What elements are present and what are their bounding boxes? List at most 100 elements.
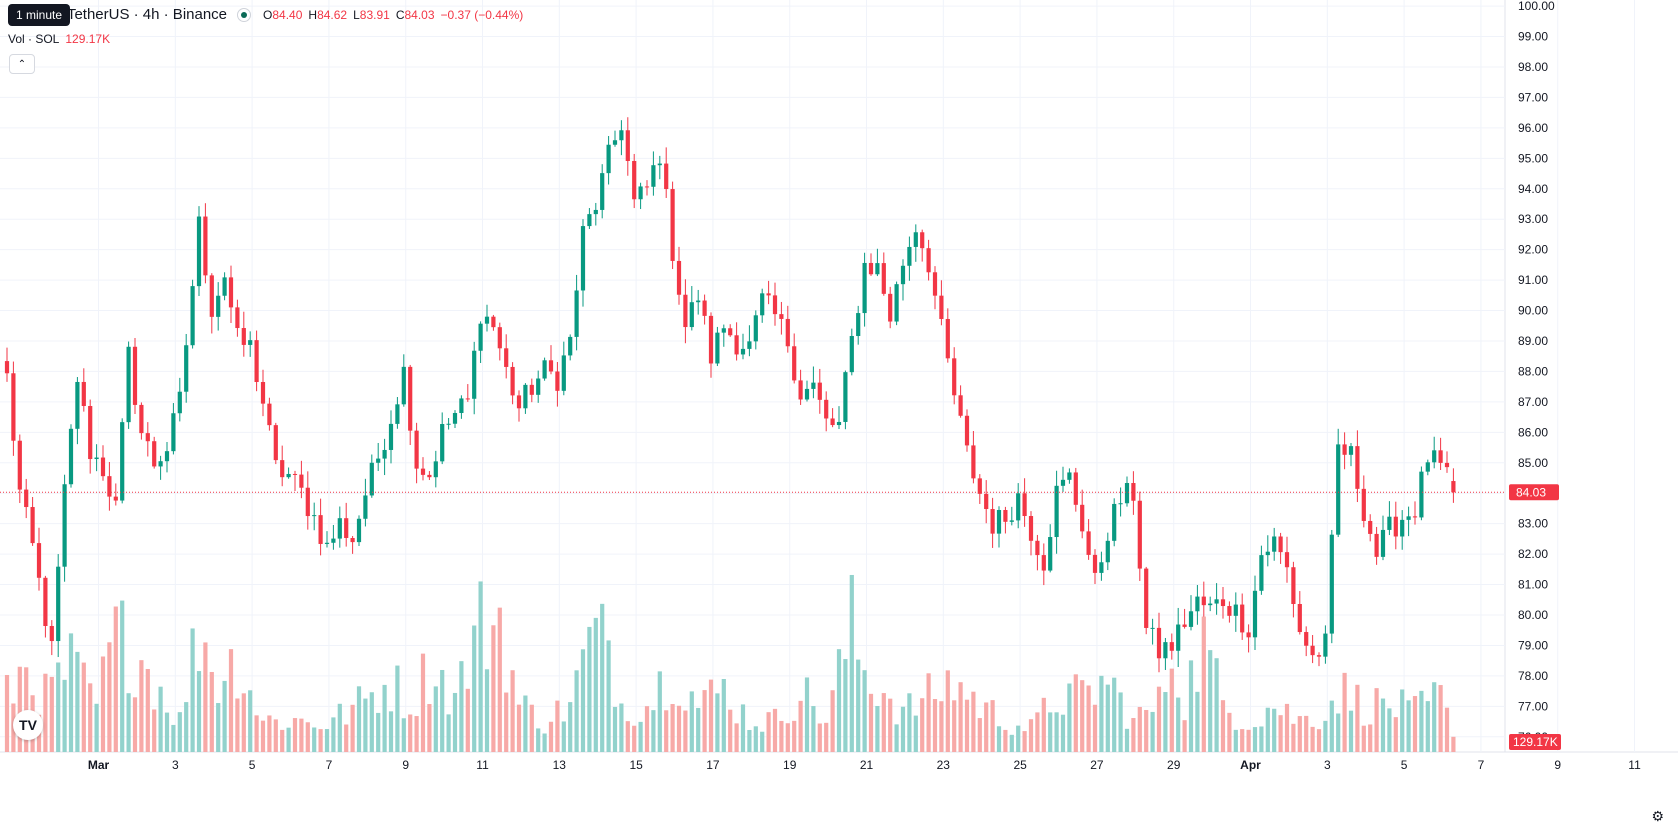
volume-bar (772, 708, 778, 752)
price-tick-label: 80.00 (1518, 608, 1548, 622)
volume-bar (305, 722, 310, 752)
candle (1310, 635, 1315, 664)
candle-body (1067, 472, 1072, 480)
candle-body (1419, 471, 1424, 518)
candle (612, 130, 618, 147)
candle (81, 368, 86, 412)
volume-bar (299, 718, 304, 752)
time-tick-label: Mar (88, 758, 110, 772)
candle-body (868, 262, 874, 275)
candle-body (1163, 642, 1168, 659)
price-tick-label: 83.00 (1518, 517, 1548, 531)
volume-bar (1329, 700, 1334, 752)
volume-bar (120, 600, 125, 752)
price-axis[interactable]: 76.0077.0078.0079.0080.0081.0082.0083.00… (1518, 0, 1555, 744)
price-tick-label: 96.00 (1518, 121, 1548, 135)
candle-body (1336, 444, 1341, 535)
candle (1323, 625, 1328, 664)
volume-bar (862, 670, 867, 752)
volume-bar (1112, 677, 1117, 752)
candle-body (1048, 537, 1053, 571)
time-tick-label: 5 (1401, 758, 1408, 772)
volume-bar (459, 661, 464, 752)
volume-bar (1080, 680, 1085, 752)
candle-body (1329, 534, 1334, 634)
candle-body (1368, 520, 1373, 534)
candle (926, 239, 931, 281)
change-value: −0.37 (−0.44%) (440, 7, 524, 22)
volume-bar (830, 690, 835, 752)
volume-bar (1374, 688, 1379, 752)
volume-bar (209, 671, 214, 752)
candle-body (779, 314, 784, 319)
candle-body (1374, 533, 1379, 557)
volume-bar (382, 684, 387, 752)
candle-body (516, 395, 522, 409)
candle (849, 328, 854, 376)
candle (945, 308, 950, 363)
candle (36, 527, 42, 591)
time-axis[interactable]: Mar 3 5 7 9 11 13 15 17 19 21 23 25 27 29 Apr 3 5 7 9 11 (88, 758, 1641, 772)
volume-bar (952, 700, 957, 752)
candle (49, 620, 54, 656)
price-tick-label: 93.00 (1518, 212, 1548, 226)
time-tick-label: Apr (1240, 758, 1261, 772)
candle-body (683, 294, 688, 328)
candle (1054, 470, 1059, 554)
candle (203, 203, 208, 284)
candle-body (152, 441, 157, 467)
candle (11, 361, 16, 456)
symbol-legend: Solana / TetherUS · 4h · Binance O84.40 H… (8, 6, 529, 23)
candle (811, 366, 816, 399)
candle-body (721, 328, 726, 333)
candle (766, 280, 771, 305)
candle (689, 286, 694, 331)
tradingview-logo[interactable]: TV (13, 710, 43, 740)
candle (62, 474, 67, 582)
candle (760, 288, 765, 323)
candle (747, 325, 752, 357)
candle (1387, 501, 1392, 536)
settings-gear-icon[interactable]: ⚙ (1651, 808, 1664, 824)
candle (312, 502, 317, 531)
candle-body (1240, 604, 1245, 633)
volume-bar (1176, 697, 1181, 752)
volume-bar (203, 642, 208, 752)
candle-body (1444, 462, 1450, 468)
volume-bar (1137, 706, 1142, 752)
volume-bar (644, 706, 650, 752)
volume-bar (43, 673, 48, 752)
time-tick-label: 7 (326, 758, 333, 772)
candle (920, 229, 925, 262)
candle (779, 301, 784, 335)
price-tick-label: 92.00 (1518, 243, 1548, 257)
candle-body (312, 515, 317, 517)
market-status-icon[interactable] (237, 7, 252, 22)
candle (1112, 498, 1117, 547)
price-tick-label: 98.00 (1518, 60, 1548, 74)
candle (510, 362, 515, 405)
candle (267, 397, 272, 431)
volume-bar (1028, 719, 1034, 752)
candle-body (139, 404, 144, 434)
candle-body (734, 335, 739, 355)
candle (606, 136, 611, 185)
candle-body (100, 457, 106, 477)
volume-bar (542, 733, 547, 752)
time-tick-label: 5 (249, 758, 256, 772)
volume-bar (395, 665, 400, 752)
candle-body (836, 421, 842, 426)
volume-bar (164, 712, 170, 752)
candle (990, 497, 995, 548)
volume-bar (824, 722, 829, 752)
candlestick-series (4, 117, 1456, 673)
candle-body (1323, 633, 1328, 657)
price-tick-label: 97.00 (1518, 90, 1548, 104)
candle (30, 496, 35, 546)
candle-body (337, 518, 342, 539)
candle (657, 155, 662, 180)
last-volume-label: 129.17K (1513, 735, 1558, 749)
candle-body (280, 460, 285, 478)
collapse-legend-button[interactable]: ⌃ (9, 54, 35, 74)
